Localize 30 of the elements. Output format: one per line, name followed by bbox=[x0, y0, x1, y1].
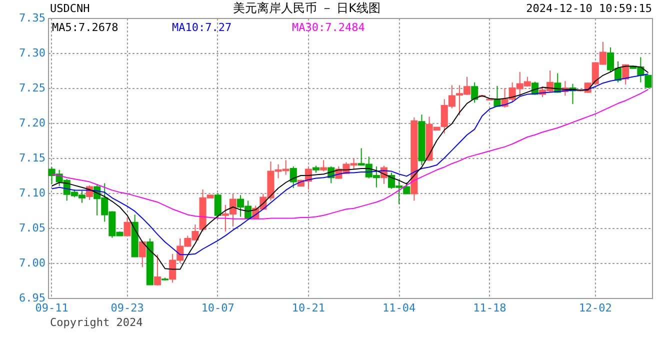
candlestick bbox=[471, 82, 478, 104]
candlestick bbox=[290, 166, 297, 189]
text: MA10:7.27 bbox=[172, 21, 232, 34]
candlestick bbox=[320, 160, 328, 172]
y-tick-label: 7.05 bbox=[19, 222, 46, 234]
x-tick-label: 09-23 bbox=[110, 302, 144, 314]
y-tick-label: 7.35 bbox=[19, 12, 46, 24]
y-tick-label: 7.25 bbox=[19, 82, 46, 94]
text: MA5:7.2678 bbox=[52, 21, 118, 34]
chart-title: 美元离岸人民币 － 日K线图 bbox=[233, 1, 380, 15]
x-tick-label: 11-18 bbox=[473, 302, 506, 314]
x-tick-label: 10-07 bbox=[201, 302, 234, 314]
x-tick-label: 09-11 bbox=[35, 302, 68, 314]
chart-subtitle: USDCNH bbox=[50, 2, 90, 15]
text: MA30:7.2484 bbox=[292, 21, 366, 34]
x-tick-label: 10-21 bbox=[292, 302, 326, 314]
y-tick-label: 7.10 bbox=[19, 186, 46, 200]
y-tick-label: 7.30 bbox=[19, 46, 46, 60]
y-tick-label: 7.15 bbox=[19, 152, 46, 164]
candlestick bbox=[138, 240, 146, 268]
candlestick bbox=[154, 254, 161, 286]
candlestick bbox=[124, 217, 131, 237]
y-tick-label: 7.00 bbox=[19, 256, 46, 270]
y-tick-label: 7.20 bbox=[19, 116, 46, 130]
x-tick-label: 11-04 bbox=[382, 302, 416, 314]
text: 2024-12-10 10:59:15 bbox=[526, 2, 652, 15]
x-tick-label: 12-02 bbox=[578, 302, 612, 314]
text: Copyright 2024 bbox=[50, 316, 144, 329]
candlestick bbox=[214, 192, 222, 219]
y-tick-label: 6.95 bbox=[19, 292, 46, 304]
